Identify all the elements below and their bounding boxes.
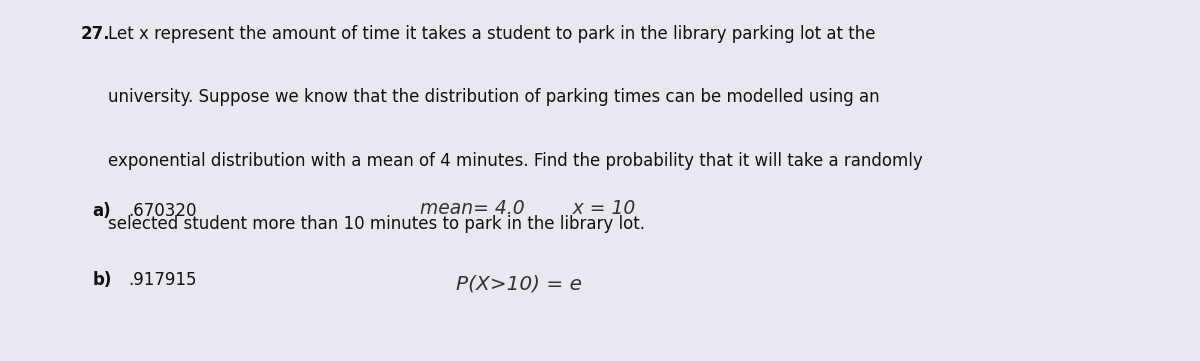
- Text: .917915: .917915: [128, 271, 197, 289]
- Text: P(X>10) = e: P(X>10) = e: [456, 274, 582, 293]
- Text: a): a): [92, 202, 112, 220]
- Text: .670320: .670320: [128, 202, 197, 220]
- Text: 27.: 27.: [80, 25, 110, 43]
- Text: b): b): [92, 271, 112, 289]
- Text: university. Suppose we know that the distribution of parking times can be modell: university. Suppose we know that the dis…: [108, 88, 880, 106]
- Text: exponential distribution with a mean of 4 minutes. Find the probability that it : exponential distribution with a mean of …: [108, 152, 923, 170]
- Text: Let x represent the amount of time it takes a student to park in the library par: Let x represent the amount of time it ta…: [108, 25, 876, 43]
- Text: mean= 4.0        x = 10: mean= 4.0 x = 10: [420, 199, 635, 218]
- Text: selected student more than 10 minutes to park in the library lot.: selected student more than 10 minutes to…: [108, 215, 646, 233]
